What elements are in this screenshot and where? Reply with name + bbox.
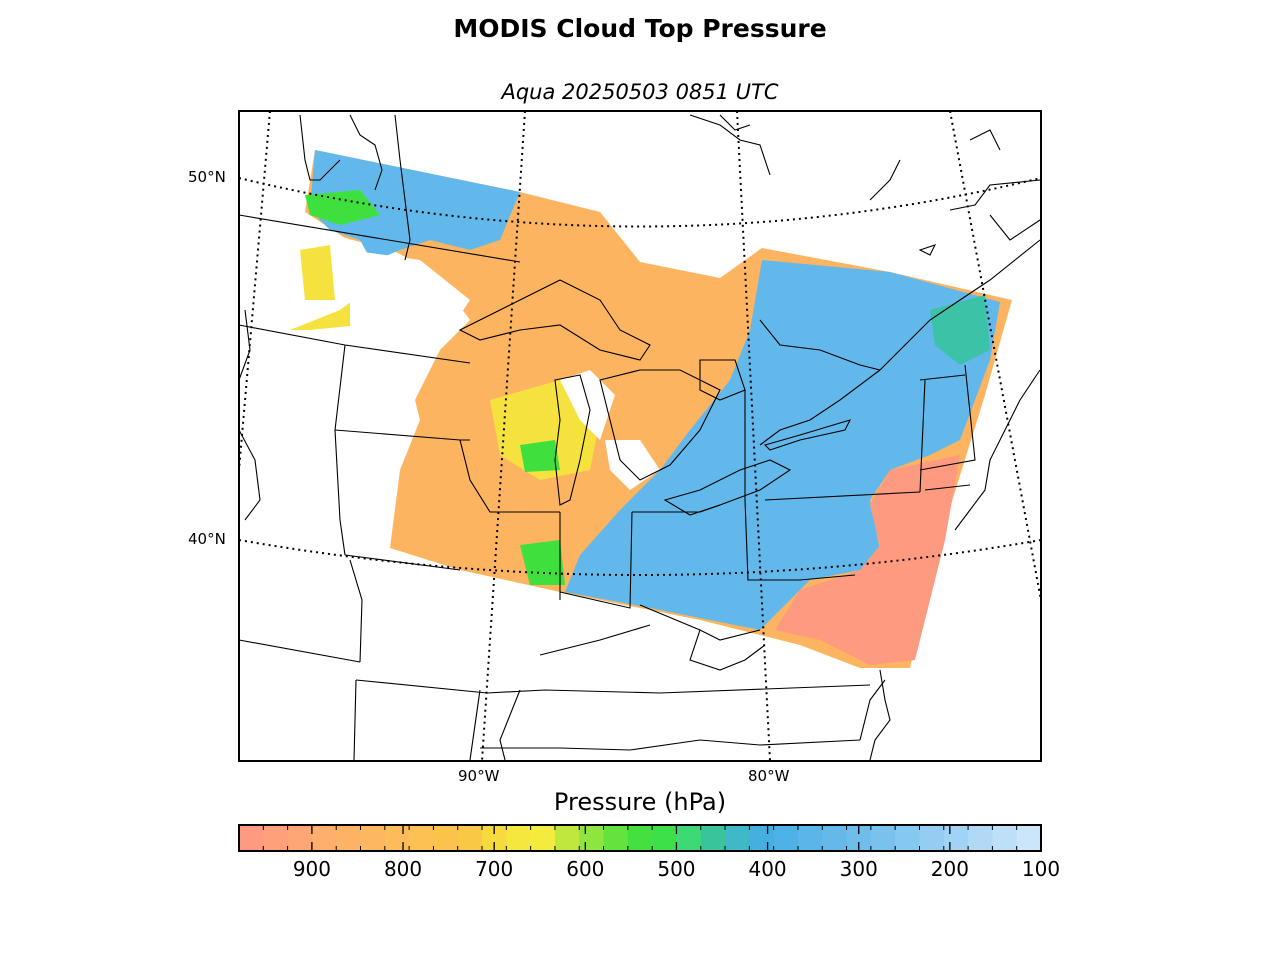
- colorbar-tick-label: 200: [930, 857, 969, 881]
- colorbar-segment: [895, 825, 920, 851]
- colorbar-tick-label: 700: [475, 857, 514, 881]
- colorbar-segment: [506, 825, 532, 851]
- colorbar-tick-label: 500: [657, 857, 696, 881]
- colorbar: [239, 825, 1042, 851]
- cloud-region-green: [930, 295, 990, 365]
- colorbar-segment: [797, 825, 823, 851]
- colorbar-segment: [822, 825, 848, 851]
- colorbar-segment: [773, 825, 799, 851]
- boundaries: [239, 114, 1041, 761]
- colorbar-segment: [968, 825, 993, 851]
- colorbar-segment: [676, 825, 702, 851]
- colorbar-segment: [992, 825, 1018, 851]
- colorbar-segment: [725, 825, 750, 851]
- colorbar-segment: [263, 825, 289, 851]
- colorbar-segment: [311, 825, 337, 851]
- clear-sky-region: [350, 250, 470, 470]
- colorbar-segment: [700, 825, 726, 851]
- colorbar-segment: [943, 825, 969, 851]
- map-subtitle: Aqua 20250503 0851 UTC: [501, 80, 779, 104]
- colorbar-segment: [287, 825, 313, 851]
- cloud-region-green: [305, 190, 380, 225]
- clear-sky-region: [605, 440, 660, 490]
- colorbar-segment: [384, 825, 410, 851]
- colorbar-segment: [457, 825, 483, 851]
- cloud-region-low: [775, 455, 960, 665]
- colorbar-segment: [579, 825, 605, 851]
- map-frame: [238, 110, 1042, 762]
- colorbar-tick-label: 900: [292, 857, 331, 881]
- colorbar-tick-label: 300: [839, 857, 878, 881]
- colorbar-tick-label: 100: [1021, 857, 1061, 881]
- colorbar-ticks: [311, 825, 1042, 851]
- cloud-swath-high: [565, 260, 1000, 630]
- colorbar-segment: [749, 825, 775, 851]
- colorbar-segment: [652, 825, 677, 851]
- cloud-region-green: [520, 540, 565, 585]
- map-title: MODIS Cloud Top Pressure: [453, 14, 827, 43]
- cloud-region-mid: [300, 245, 335, 300]
- colorbar-tick-label: 400: [748, 857, 787, 881]
- colorbar-segment: [627, 825, 653, 851]
- colorbar-segment: [554, 825, 580, 851]
- colorbar-tick-label: 800: [383, 857, 423, 881]
- cloud-swath-high: [310, 150, 520, 262]
- colorbar-segment: [239, 825, 264, 851]
- lat-label-40n: 40°N: [188, 530, 226, 548]
- colorbar-segment: [433, 825, 459, 851]
- colorbar-segment: [360, 825, 386, 851]
- graticule: [239, 111, 1041, 761]
- colorbar-segment: [409, 825, 434, 851]
- colorbar-segment: [530, 825, 556, 851]
- lon-label-80w: 80°W: [748, 767, 790, 785]
- colorbar-segment: [870, 825, 896, 851]
- colorbar-segment: [603, 825, 629, 851]
- lat-label-50n: 50°N: [188, 168, 226, 186]
- colorbar-segment: [1016, 825, 1042, 851]
- colorbar-tick-label: 600: [566, 857, 605, 881]
- colorbar-label: Pressure (hPa): [553, 788, 727, 816]
- map-area: [239, 111, 1041, 761]
- colorbar-frame: [238, 824, 1042, 852]
- lon-label-90w: 90°W: [458, 767, 500, 785]
- cloud-region-green: [520, 440, 560, 472]
- colorbar-segment: [336, 825, 362, 851]
- colorbar-segment: [919, 825, 945, 851]
- clear-sky-region: [560, 370, 615, 440]
